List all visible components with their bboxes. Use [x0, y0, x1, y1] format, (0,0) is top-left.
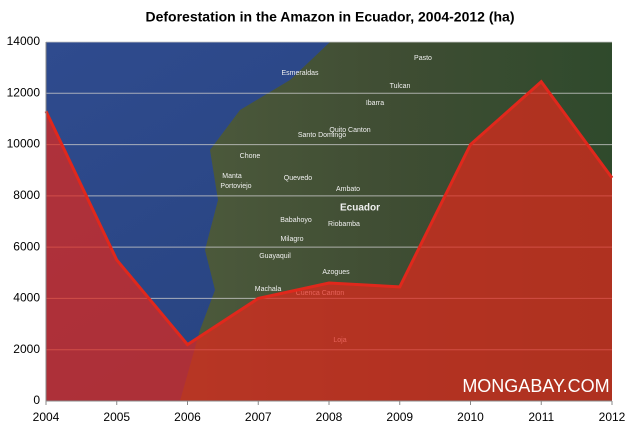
chart-title: Deforestation in the Amazon in Ecuador, … — [145, 9, 514, 25]
map-label: Azogues — [322, 269, 350, 276]
map-label: Tulcan — [390, 83, 411, 90]
map-label: Riobamba — [328, 221, 360, 228]
y-tick-label: 10000 — [7, 137, 41, 151]
y-tick-label: 8000 — [13, 188, 40, 202]
y-tick-label: 4000 — [13, 291, 40, 305]
x-tick-label: 2010 — [457, 410, 484, 424]
map-label: Babahoyo — [280, 217, 312, 224]
y-tick-label: 12000 — [7, 85, 41, 99]
y-tick-label: 14000 — [7, 34, 41, 48]
x-tick-label: 2005 — [103, 410, 130, 424]
map-label: Manta — [222, 173, 242, 180]
y-tick-label: 0 — [33, 393, 40, 407]
y-tick-label: 6000 — [13, 239, 40, 253]
map-label: Quevedo — [284, 175, 313, 182]
map-label: Machala — [255, 286, 282, 293]
x-tick-label: 2004 — [33, 410, 60, 424]
x-tick-label: 2011 — [528, 410, 554, 424]
x-tick-label: 2007 — [245, 410, 272, 424]
x-tick-label: 2012 — [599, 410, 626, 424]
watermark: MONGABAY.COM — [462, 376, 609, 396]
x-tick-label: 2008 — [316, 410, 343, 424]
map-label: Portoviejo — [220, 183, 251, 190]
map-label: Ibarra — [366, 100, 384, 107]
x-tick-label: 2006 — [174, 410, 201, 424]
map-label: Quito Canton — [329, 127, 370, 134]
area-line — [44, 79, 614, 347]
x-tick-label: 2009 — [386, 410, 413, 424]
map-label: Milagro — [281, 236, 304, 243]
map-label: Chone — [240, 153, 261, 160]
map-label: Ecuador — [340, 203, 380, 214]
y-tick-label: 2000 — [13, 342, 40, 356]
area-fill — [46, 81, 612, 401]
map-label: Esmeraldas — [282, 70, 319, 77]
map-label: Pasto — [414, 55, 432, 62]
map-label: Guayaquil — [259, 253, 291, 260]
map-label: Santo Domingo — [298, 132, 346, 139]
map-label: Ambato — [336, 186, 360, 193]
